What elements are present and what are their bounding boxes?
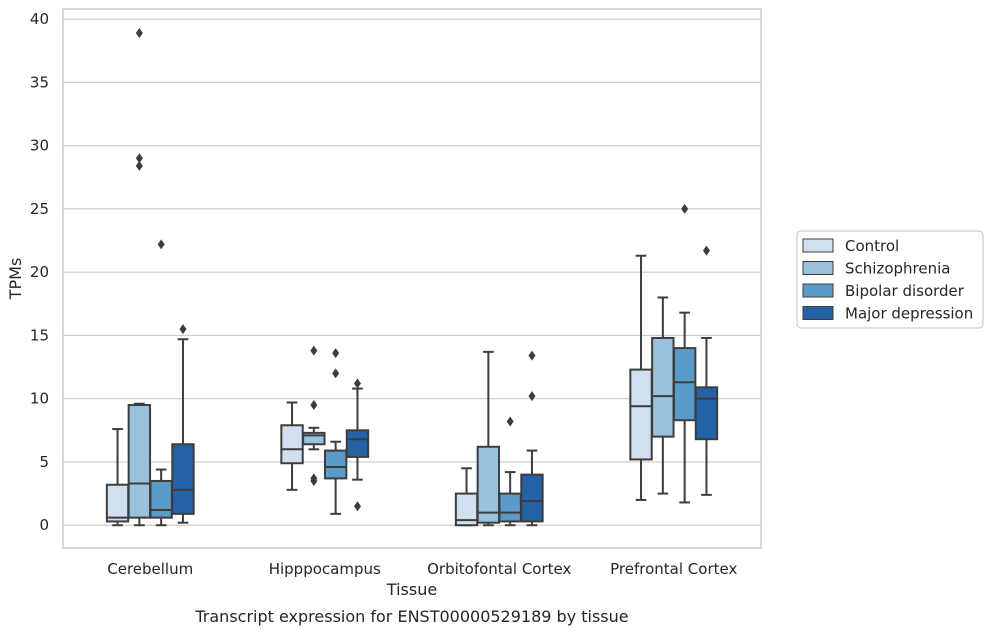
box-iqr (280, 424, 304, 465)
y-tick-label: 20 (30, 263, 49, 281)
box-iqr (302, 431, 326, 446)
outlier-point (332, 368, 340, 379)
outlier-point (528, 350, 536, 361)
outlier-point (353, 501, 361, 512)
outlier-point (702, 245, 710, 256)
outlier-point (135, 160, 143, 171)
legend-box (796, 230, 984, 329)
gridlines (63, 18, 761, 526)
box-control (105, 428, 130, 527)
legend-swatch (802, 261, 834, 275)
y-tick-label: 15 (30, 326, 49, 344)
box-iqr (323, 449, 348, 480)
y-tick-label: 40 (30, 10, 49, 28)
box-schizophrenia (302, 345, 326, 486)
box-iqr (105, 483, 130, 523)
box-iqr (520, 473, 544, 523)
box-schizophrenia (651, 296, 675, 495)
outlier-point (157, 239, 165, 250)
box-major-depression (171, 324, 195, 524)
box-iqr (149, 479, 173, 519)
box-schizophrenia (127, 28, 152, 527)
outlier-point (506, 416, 514, 427)
box-control (280, 401, 304, 491)
box-control (454, 467, 479, 527)
outlier-point (135, 28, 143, 39)
legend-swatch (802, 283, 834, 298)
outlier-point (353, 378, 361, 389)
outlier-point (528, 391, 536, 402)
box-iqr (672, 347, 697, 422)
box-major-depression (345, 378, 370, 512)
chart-caption: Transcript expression for ENST0000052918… (194, 607, 628, 626)
outlier-point (135, 153, 143, 164)
outlier-point (179, 324, 187, 335)
y-tick-label: 25 (30, 200, 49, 218)
legend-label: Control (845, 237, 899, 255)
y-tick-label: 35 (30, 73, 49, 91)
x-axis-label: Tissue (386, 580, 437, 599)
box-iqr (345, 429, 370, 458)
y-tick-labels: 0 5 10 15 20 25 30 35 40 (30, 10, 49, 534)
legend-swatch (802, 238, 834, 253)
legend-label: Bipolar disorder (845, 282, 965, 300)
box-iqr (694, 386, 719, 441)
box-groups (105, 28, 719, 527)
box-iqr (476, 445, 501, 524)
x-tick-label: Orbitofontal Cortex (427, 560, 571, 578)
box-bipolar-disorder (323, 348, 348, 515)
legend-swatch (802, 306, 834, 320)
x-tick-label: Prefrontal Cortex (610, 560, 737, 578)
y-tick-label: 0 (39, 516, 49, 534)
box-iqr (127, 404, 152, 519)
plot-frame (62, 8, 762, 549)
box-major-depression (694, 245, 719, 496)
box-major-depression (520, 350, 544, 527)
box-schizophrenia (476, 350, 501, 527)
y-tick-label: 30 (30, 137, 49, 155)
box-control (629, 254, 653, 501)
outlier-point (310, 473, 318, 484)
x-tick-labels: Cerebellum Hipppocampus Orbitofontal Corte… (107, 560, 737, 578)
box-iqr (651, 336, 675, 438)
y-axis-label: TPMs (6, 258, 25, 301)
legend-label: Schizophrenia (845, 260, 950, 278)
x-tick-label: Hipppocampus (269, 560, 381, 578)
box-bipolar-disorder (672, 203, 697, 504)
legend-label: Major depression (845, 305, 973, 323)
y-tick-label: 10 (30, 390, 49, 408)
outlier-point (310, 400, 318, 411)
outlier-point (310, 345, 318, 356)
box-bipolar-disorder (149, 239, 173, 527)
y-tick-label: 5 (39, 453, 49, 471)
box-iqr (629, 368, 653, 461)
legend: Control Schizophrenia Bipolar disorder Majo… (796, 230, 984, 329)
box-bipolar-disorder (498, 416, 522, 527)
outlier-point (332, 348, 340, 359)
outlier-point (681, 203, 689, 214)
x-tick-label: Cerebellum (107, 560, 193, 578)
box-iqr (498, 492, 522, 523)
box-iqr (171, 443, 195, 515)
